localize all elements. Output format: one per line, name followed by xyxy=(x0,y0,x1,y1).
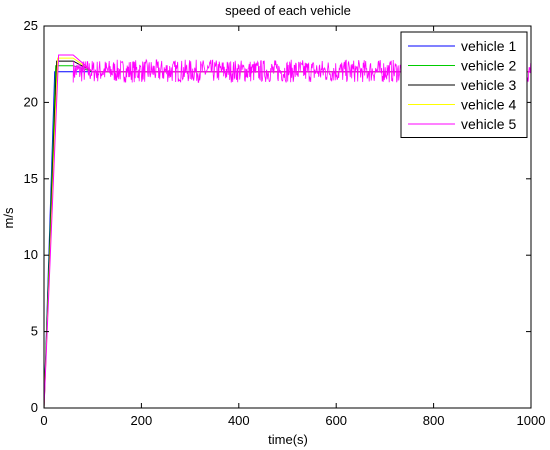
y-tick-label: 5 xyxy=(31,324,38,339)
legend: vehicle 1 vehicle 2 vehicle 3 vehicle 4 vehi… xyxy=(400,31,528,138)
chart-title: speed of each vehicle xyxy=(225,3,351,18)
x-axis-label: time(s) xyxy=(268,432,308,447)
series-lines xyxy=(43,54,532,409)
legend-label: vehicle 5 xyxy=(461,116,516,132)
y-tick-label: 25 xyxy=(24,18,38,33)
axes-frame xyxy=(43,25,532,409)
y-tick-label: 20 xyxy=(24,94,38,109)
x-tick-label: 1000 xyxy=(517,413,546,428)
axes: 0 200 400 600 800 1000 0 5 10 15 20 25 xyxy=(24,18,546,428)
x-tick-label: 200 xyxy=(131,413,153,428)
x-tick-label: 800 xyxy=(423,413,445,428)
series-line-5 xyxy=(43,54,531,409)
x-tick-label: 600 xyxy=(325,413,347,428)
x-tick-label: 0 xyxy=(40,413,47,428)
y-tick-label: 0 xyxy=(31,400,38,415)
y-tick-label: 10 xyxy=(24,247,38,262)
legend-label: vehicle 4 xyxy=(461,97,516,113)
x-tick-label: 400 xyxy=(228,413,250,428)
legend-label: vehicle 1 xyxy=(461,38,516,54)
legend-label: vehicle 3 xyxy=(461,77,516,93)
y-tick-label: 15 xyxy=(24,171,38,186)
y-axis-label: m/s xyxy=(1,207,16,228)
legend-label: vehicle 2 xyxy=(461,58,516,74)
